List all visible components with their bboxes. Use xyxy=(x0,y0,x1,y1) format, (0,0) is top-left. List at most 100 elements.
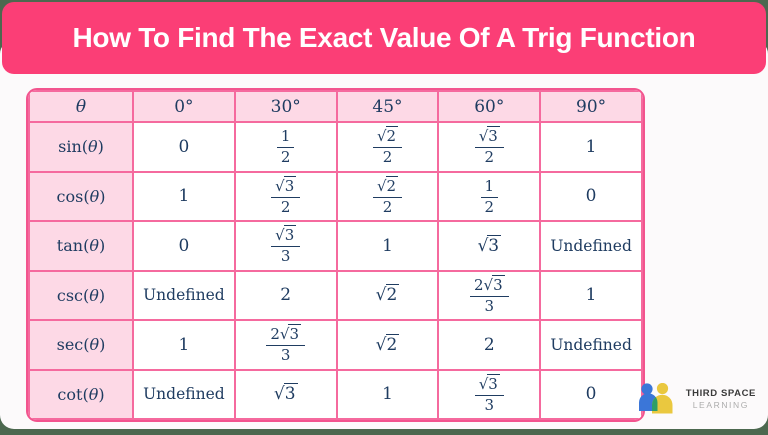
fraction-numerator: 1 xyxy=(480,177,499,198)
header-cell-angle: 45° xyxy=(335,90,440,123)
undefined-value: Undefined xyxy=(550,236,632,255)
banner: How To Find The Exact Value Of A Trig Fu… xyxy=(2,2,766,74)
table-row: sec(θ) 1 2√3 3 √2 2 Undefined xyxy=(28,319,643,371)
fraction-numerator: √2 xyxy=(372,175,403,198)
fraction-numerator: √2 xyxy=(372,126,403,149)
value-cell: 1 xyxy=(335,368,440,420)
sqrt-expression: √3 xyxy=(275,225,297,244)
sqrt-expression: √3 xyxy=(477,234,502,256)
value-cell: Undefined xyxy=(539,220,643,272)
value-cell: 1 xyxy=(132,319,236,371)
theta-symbol: θ xyxy=(89,335,100,355)
undefined-value: Undefined xyxy=(143,385,225,404)
fraction-numerator: 2√3 xyxy=(469,274,509,297)
value-cell: Undefined xyxy=(539,319,643,371)
header-cell-angle: 90° xyxy=(539,90,643,123)
theta-symbol: θ xyxy=(75,96,87,117)
theta-symbol: θ xyxy=(89,186,100,206)
row-label-cell: sin(θ) xyxy=(28,121,134,173)
value-cell: 1 xyxy=(335,220,440,272)
fraction: √3 3 xyxy=(474,373,504,415)
yellow-head-icon xyxy=(656,383,668,395)
sqrt-expression: √3 xyxy=(478,373,500,393)
undefined-value: Undefined xyxy=(550,335,632,354)
value-cell: 0 xyxy=(539,368,643,420)
sqrt-expression: √2 xyxy=(375,333,400,355)
sqrt-expression: √3 xyxy=(275,175,297,195)
fraction-numerator: 1 xyxy=(276,127,295,149)
value-cell: 1 xyxy=(132,170,236,222)
fraction: √3 2 xyxy=(271,175,301,217)
theta-symbol: θ xyxy=(89,236,99,256)
fraction-numerator: √3 xyxy=(474,373,504,396)
table-body: sin(θ) 0 1 2 √2 2 √3 2 1 cos(θ) 1 √3 2 √2 2 1 2 0 tan(θ) 0 √… xyxy=(28,121,643,420)
page-title: How To Find The Exact Value Of A Trig Fu… xyxy=(72,22,696,53)
value-cell: 2√3 3 xyxy=(233,319,338,371)
header-cell-angle: 0° xyxy=(132,90,236,123)
value-cell: √2 xyxy=(335,269,440,321)
fraction-denominator: 2 xyxy=(280,148,291,167)
fraction-denominator: 3 xyxy=(484,296,495,315)
row-label-cell: cot(θ) xyxy=(28,368,134,420)
value-cell: √2 2 xyxy=(335,121,440,173)
row-label-cell: cos(θ) xyxy=(28,170,134,222)
sqrt-expression: √3 xyxy=(279,324,302,343)
table-row: tan(θ) 0 √3 3 1 √3 Undefined xyxy=(28,220,643,272)
blue-head-icon xyxy=(641,383,653,395)
value-cell: 0 xyxy=(539,170,643,222)
sqrt-expression: √2 xyxy=(376,126,399,145)
fraction-denominator: 2 xyxy=(484,148,495,167)
theta-symbol: θ xyxy=(89,285,99,305)
value-cell: √3 2 xyxy=(233,170,338,222)
undefined-value: Undefined xyxy=(143,286,225,305)
value-cell: 1 xyxy=(539,121,643,173)
value-cell: 2 xyxy=(437,319,542,371)
header-cell-angle: 60° xyxy=(437,90,542,123)
sqrt-expression: √3 xyxy=(478,126,500,145)
sqrt-expression: √2 xyxy=(375,284,400,306)
table-row: cot(θ) Undefined √3 1 √3 3 0 xyxy=(28,368,643,420)
fraction: 2√3 3 xyxy=(266,324,306,365)
theta-symbol: θ xyxy=(88,384,99,404)
row-label-cell: sec(θ) xyxy=(28,319,134,371)
table-row: sin(θ) 0 1 2 √2 2 √3 2 1 xyxy=(28,121,643,173)
sqrt-expression: √3 xyxy=(483,274,505,294)
sqrt-expression: √2 xyxy=(376,175,399,195)
value-cell: √3 2 xyxy=(437,121,542,173)
header-cell-angle: 30° xyxy=(233,90,338,123)
value-cell: √2 2 xyxy=(335,170,440,222)
third-space-learning-logo: THIRD SPACE LEARNING xyxy=(638,383,756,415)
fraction: √3 3 xyxy=(271,225,301,266)
value-cell: 2√3 3 xyxy=(437,269,542,321)
value-cell: √3 xyxy=(233,368,338,420)
fraction-numerator: √3 xyxy=(271,175,301,198)
value-cell: √3 xyxy=(437,220,542,272)
fraction-numerator: 2√3 xyxy=(266,324,306,347)
logo-brand-name: THIRD SPACE xyxy=(685,388,756,399)
value-cell: 0 xyxy=(132,220,236,272)
table-header: θ 0° 30° 45° 60° 90° xyxy=(28,90,643,123)
header-row: θ 0° 30° 45° 60° 90° xyxy=(28,90,643,123)
fraction: √2 2 xyxy=(372,126,403,167)
fraction-denominator: 2 xyxy=(382,148,393,167)
table-row: csc(θ) Undefined 2 √2 2√3 3 1 xyxy=(28,269,643,321)
logo-brand-subname: LEARNING xyxy=(692,400,749,410)
value-cell: Undefined xyxy=(132,368,236,420)
trig-values-table: θ 0° 30° 45° 60° 90° sin(θ) 0 1 2 √2 2 √3 2 1 cos(θ) 1 √… xyxy=(26,88,645,422)
fraction-numerator: √3 xyxy=(474,126,504,149)
value-cell: 0 xyxy=(132,121,236,173)
fraction: √2 2 xyxy=(372,175,403,217)
value-cell: 1 xyxy=(539,269,643,321)
fraction: √3 2 xyxy=(474,126,504,167)
logo-text: THIRD SPACE LEARNING xyxy=(686,388,756,410)
value-cell: √3 3 xyxy=(233,220,338,272)
third-space-learning-icon xyxy=(638,383,673,414)
fraction: 2√3 3 xyxy=(469,274,509,316)
table-row: cos(θ) 1 √3 2 √2 2 1 2 0 xyxy=(28,170,643,222)
row-label-cell: tan(θ) xyxy=(28,220,134,272)
